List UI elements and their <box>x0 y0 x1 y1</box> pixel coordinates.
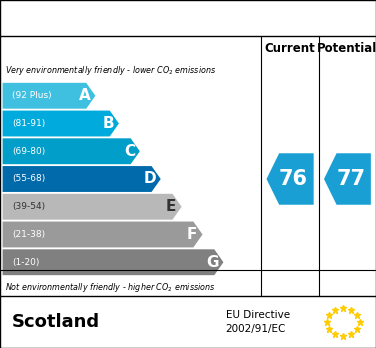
Text: 76: 76 <box>279 169 308 189</box>
Text: G: G <box>207 255 219 270</box>
Text: (81-91): (81-91) <box>12 119 45 128</box>
Text: (55-68): (55-68) <box>12 174 45 183</box>
Polygon shape <box>3 166 161 192</box>
Polygon shape <box>267 153 314 205</box>
Text: Scotland: Scotland <box>11 313 99 331</box>
Text: Current: Current <box>265 42 315 55</box>
Text: (69-80): (69-80) <box>12 147 45 156</box>
Polygon shape <box>3 111 119 136</box>
Polygon shape <box>3 249 223 275</box>
Text: C: C <box>124 144 135 159</box>
Text: Environmental Impact (CO$_2$) Rating: Environmental Impact (CO$_2$) Rating <box>29 8 347 27</box>
Polygon shape <box>3 194 182 220</box>
Text: Not environmentally friendly - higher CO$_2$ emissions: Not environmentally friendly - higher CO… <box>5 280 216 294</box>
Text: B: B <box>103 116 114 131</box>
Text: EU Directive
2002/91/EC: EU Directive 2002/91/EC <box>226 310 290 334</box>
Text: F: F <box>187 227 197 242</box>
Text: Potential: Potential <box>317 42 376 55</box>
Text: (39-54): (39-54) <box>12 202 45 211</box>
Polygon shape <box>3 83 96 109</box>
Polygon shape <box>324 153 371 205</box>
Text: D: D <box>144 172 156 187</box>
Text: 77: 77 <box>337 169 365 189</box>
Text: (92 Plus): (92 Plus) <box>12 91 52 100</box>
Text: Very environmentally friendly - lower CO$_2$ emissions: Very environmentally friendly - lower CO… <box>5 64 217 78</box>
Text: E: E <box>166 199 176 214</box>
Text: (21-38): (21-38) <box>12 230 45 239</box>
Text: (1-20): (1-20) <box>12 258 39 267</box>
Text: A: A <box>79 88 91 103</box>
Polygon shape <box>3 222 203 247</box>
Polygon shape <box>3 138 140 164</box>
